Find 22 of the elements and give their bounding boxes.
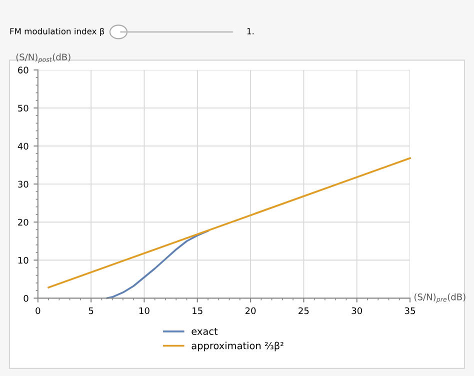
y-tick-label: 0 — [24, 294, 28, 302]
x-tick-label: 35 — [404, 307, 415, 314]
x-tick-label: 25 — [298, 307, 309, 314]
x-tick-label: 15 — [192, 307, 202, 314]
y-tick-label: 10 — [18, 256, 28, 264]
legend-label: exact — [192, 328, 218, 335]
y-tick-label: 20 — [18, 218, 28, 226]
y-tick-label: 30 — [18, 180, 28, 188]
legend-label: approximation ⅔β² — [192, 342, 284, 352]
text: 1. — [247, 28, 254, 34]
x-axis-title: (S/N)$_{pre}$(dB) — [414, 293, 466, 303]
text: FM modulation index β — [10, 28, 104, 36]
x-tick-label: 0 — [36, 307, 40, 314]
y-tick-label: 50 — [18, 104, 28, 112]
x-tick-label: 20 — [245, 307, 256, 314]
x-tick-label: 5 — [88, 307, 94, 314]
x-tick-label: 30 — [352, 307, 362, 314]
y-axis-title: (S/N)$_{post}$(dB) — [16, 53, 70, 64]
y-tick-label: 40 — [18, 142, 28, 150]
x-tick-label: 10 — [139, 307, 150, 314]
y-tick-label: 60 — [18, 66, 28, 74]
line-series — [106, 230, 209, 300]
